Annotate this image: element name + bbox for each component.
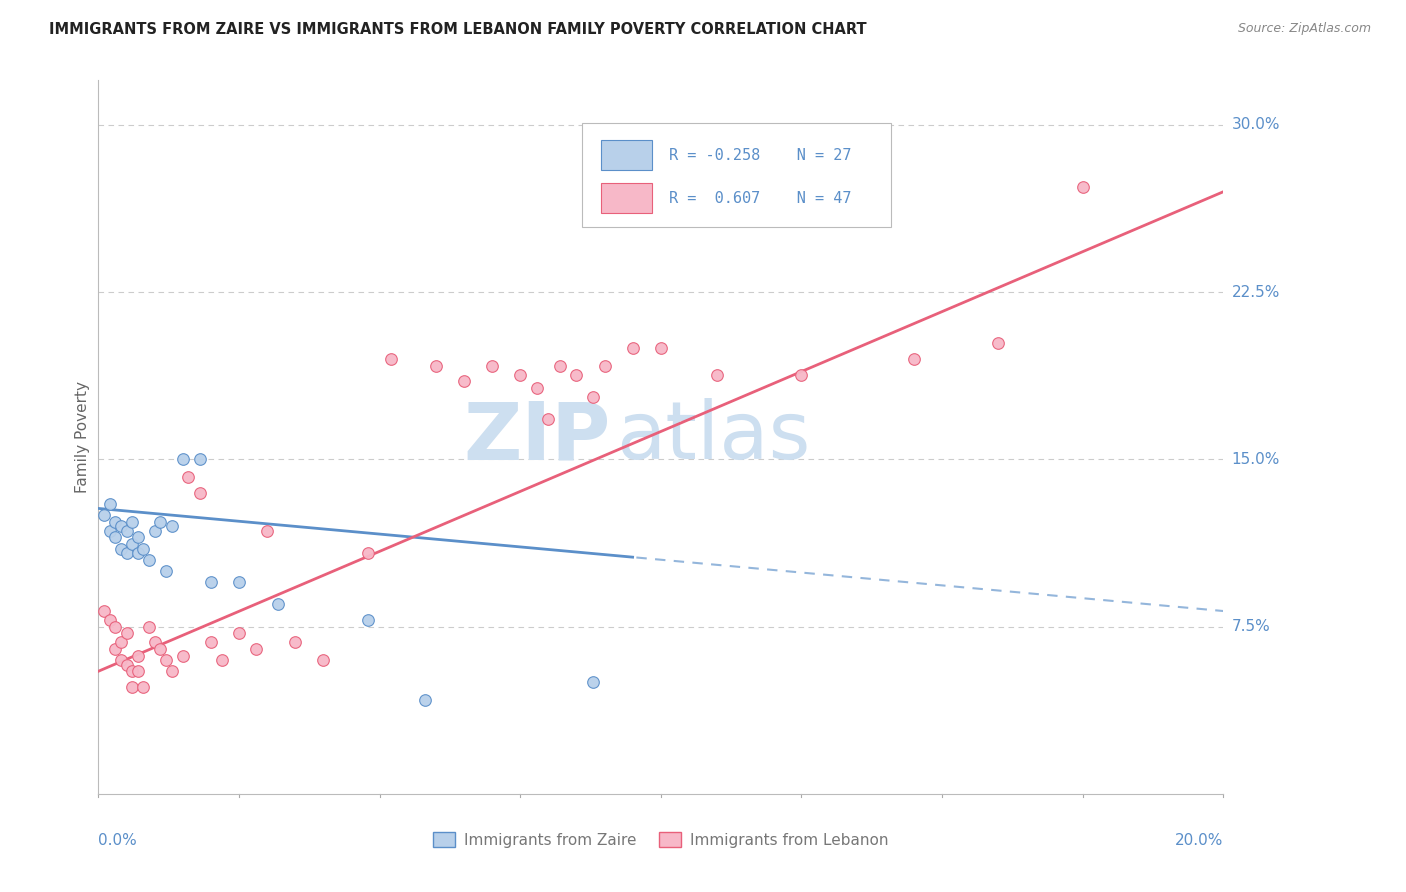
- Text: 7.5%: 7.5%: [1232, 619, 1270, 634]
- Point: [121, 664, 143, 679]
- Point: [177, 470, 200, 484]
- Text: atlas: atlas: [616, 398, 810, 476]
- Y-axis label: Family Poverty: Family Poverty: [75, 381, 90, 493]
- Point: [115, 524, 138, 538]
- Point: [312, 653, 335, 667]
- Point: [93, 604, 115, 618]
- Point: [104, 530, 127, 544]
- Text: Source: ZipAtlas.com: Source: ZipAtlas.com: [1237, 22, 1371, 36]
- Text: 0.0%: 0.0%: [98, 833, 138, 848]
- Point: [565, 368, 588, 382]
- Text: R = -0.258    N = 27: R = -0.258 N = 27: [669, 148, 851, 162]
- Point: [127, 530, 149, 544]
- Point: [110, 541, 132, 556]
- Point: [650, 341, 672, 355]
- Point: [284, 635, 307, 649]
- Point: [121, 537, 143, 551]
- Point: [413, 693, 436, 707]
- Point: [582, 390, 605, 404]
- Point: [121, 680, 143, 694]
- Point: [138, 552, 160, 567]
- Point: [115, 546, 138, 560]
- Text: IMMIGRANTS FROM ZAIRE VS IMMIGRANTS FROM LEBANON FAMILY POVERTY CORRELATION CHAR: IMMIGRANTS FROM ZAIRE VS IMMIGRANTS FROM…: [49, 22, 868, 37]
- Point: [155, 653, 177, 667]
- Point: [104, 619, 127, 633]
- Text: 15.0%: 15.0%: [1232, 452, 1279, 467]
- Point: [143, 524, 166, 538]
- FancyBboxPatch shape: [582, 123, 891, 227]
- Point: [132, 541, 155, 556]
- Point: [115, 657, 138, 672]
- Point: [211, 653, 233, 667]
- Point: [200, 575, 222, 590]
- Point: [188, 452, 211, 467]
- Point: [228, 575, 250, 590]
- Point: [380, 351, 402, 366]
- Text: 30.0%: 30.0%: [1232, 118, 1279, 132]
- Point: [115, 626, 138, 640]
- Point: [160, 519, 183, 533]
- Point: [155, 564, 177, 578]
- Point: [104, 515, 127, 529]
- Point: [481, 359, 503, 373]
- FancyBboxPatch shape: [602, 183, 652, 213]
- Point: [98, 524, 121, 538]
- Point: [110, 653, 132, 667]
- Text: 22.5%: 22.5%: [1232, 285, 1279, 300]
- Point: [357, 613, 380, 627]
- Point: [245, 642, 267, 657]
- Point: [110, 519, 132, 533]
- Point: [1071, 180, 1094, 194]
- Point: [593, 359, 616, 373]
- Point: [127, 546, 149, 560]
- Point: [98, 613, 121, 627]
- Point: [104, 642, 127, 657]
- Point: [110, 635, 132, 649]
- Point: [188, 485, 211, 500]
- Point: [790, 368, 813, 382]
- Point: [121, 515, 143, 529]
- FancyBboxPatch shape: [602, 140, 652, 170]
- Point: [987, 336, 1010, 351]
- Point: [132, 680, 155, 694]
- Text: R =  0.607    N = 47: R = 0.607 N = 47: [669, 191, 851, 205]
- Point: [425, 359, 447, 373]
- Point: [98, 497, 121, 511]
- Point: [706, 368, 728, 382]
- Point: [172, 648, 194, 663]
- Point: [172, 452, 194, 467]
- Point: [200, 635, 222, 649]
- Point: [127, 664, 149, 679]
- Point: [537, 412, 560, 426]
- Point: [621, 341, 644, 355]
- Point: [228, 626, 250, 640]
- Point: [526, 381, 548, 395]
- Point: [267, 598, 290, 612]
- Point: [453, 375, 475, 389]
- Point: [509, 368, 531, 382]
- Point: [149, 515, 172, 529]
- Point: [548, 359, 571, 373]
- Point: [160, 664, 183, 679]
- Point: [143, 635, 166, 649]
- Point: [903, 351, 925, 366]
- Point: [149, 642, 172, 657]
- Point: [127, 648, 149, 663]
- Point: [138, 619, 160, 633]
- Legend: Immigrants from Zaire, Immigrants from Lebanon: Immigrants from Zaire, Immigrants from L…: [427, 826, 894, 854]
- Point: [93, 508, 115, 523]
- Point: [582, 675, 605, 690]
- Point: [256, 524, 278, 538]
- Point: [357, 546, 380, 560]
- Text: ZIP: ZIP: [463, 398, 610, 476]
- Text: 20.0%: 20.0%: [1175, 833, 1223, 848]
